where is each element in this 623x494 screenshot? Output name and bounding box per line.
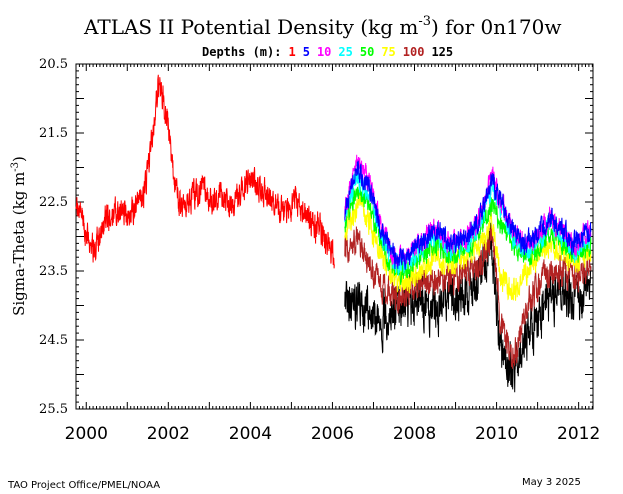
y-axis-label: Sigma-Theta (kg m-3) (10, 156, 28, 316)
y-tick-label: 23.5 (39, 264, 68, 279)
title-tail: ) for 0n170w (431, 15, 561, 39)
ylabel-main: Sigma-Theta (kg m (10, 172, 28, 316)
legend-entry-25: 25 (338, 45, 352, 59)
y-tick-label: 20.5 (39, 57, 68, 72)
series-line-depth-5 (344, 160, 592, 270)
title-main: ATLAS II Potential Density (kg m (83, 15, 418, 39)
legend-entry-1: 1 (288, 45, 295, 59)
series-line-depth-1 (75, 74, 335, 269)
depth-legend: Depths (m): 1 5 10 25 50 75 100 125 (202, 45, 453, 59)
chart-title: ATLAS II Potential Density (kg m-3) for … (83, 14, 561, 39)
legend-entry-50: 50 (360, 45, 374, 59)
y-tick-label: 25.5 (39, 402, 68, 417)
x-tick-label: 2010 (475, 424, 518, 444)
y-tick-label: 22.5 (39, 195, 68, 210)
x-tick-label: 2002 (147, 424, 190, 444)
x-tick-label: 2006 (311, 424, 354, 444)
ylabel-superscript: -3 (10, 162, 21, 172)
y-tick-labels: 20.5 21.5 22.5 23.5 24.5 25.5 (39, 57, 68, 417)
x-tick-label: 2008 (393, 424, 436, 444)
footer-credit: TAO Project Office/PMEL/NOAA (7, 480, 160, 491)
footer-date: May 3 2025 (522, 477, 581, 488)
axis-ticks (75, 63, 593, 410)
legend-entry-100: 100 (403, 45, 425, 59)
x-tick-label: 2004 (229, 424, 272, 444)
ylabel-tail: ) (10, 156, 28, 162)
legend-prefix: Depths (m): (202, 45, 281, 59)
title-superscript: -3 (418, 14, 431, 29)
legend-entry-5: 5 (303, 45, 310, 59)
x-tick-label: 2012 (557, 424, 600, 444)
legend-entry-125: 125 (431, 45, 453, 59)
legend-entry-75: 75 (381, 45, 395, 59)
series-lines (75, 74, 592, 393)
x-tick-labels: 2000 2002 2004 2006 2008 2010 2012 (65, 424, 601, 444)
y-tick-label: 24.5 (39, 333, 68, 348)
legend-entry-10: 10 (317, 45, 331, 59)
x-tick-label: 2000 (65, 424, 108, 444)
y-tick-label: 21.5 (39, 126, 68, 141)
